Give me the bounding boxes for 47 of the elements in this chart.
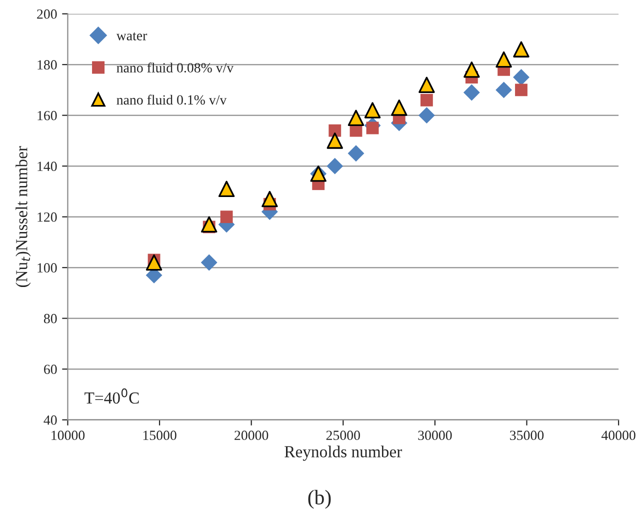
x-tick-label: 30000	[418, 430, 452, 440]
legend-label: nano fluid 0.1% v/v	[116, 94, 227, 105]
y-tick-label: 80	[44, 314, 57, 324]
point	[418, 76, 435, 93]
point	[348, 110, 364, 126]
y-tick-label: 40	[44, 415, 57, 425]
y-tick-label: 180	[38, 60, 57, 70]
y-tick-label: 160	[38, 110, 57, 120]
x-axis-title: Reynolds number	[284, 446, 402, 461]
point	[420, 94, 433, 106]
y-tick-label: 120	[38, 212, 57, 222]
point	[146, 254, 162, 271]
point	[496, 82, 512, 98]
point	[200, 216, 218, 233]
legend-label: nano fluid 0.08% v/v	[116, 62, 234, 73]
point	[326, 158, 344, 174]
point	[326, 132, 343, 149]
x-tick-label: 10000	[52, 430, 85, 440]
point	[220, 210, 233, 224]
x-tick-label: 25000	[326, 430, 360, 440]
y-tick-label: 200	[37, 9, 57, 19]
point	[200, 254, 218, 271]
point	[364, 102, 381, 118]
y-tick-label: 140	[38, 162, 57, 172]
point	[513, 41, 530, 58]
point	[464, 62, 480, 78]
annotation: T=40$^{0}$C	[84, 388, 139, 404]
point	[328, 124, 342, 137]
x-tick-label: 40000	[601, 430, 636, 440]
y-axis-title: (Nu$_{t}$)Nusselt number	[16, 146, 31, 288]
point	[463, 84, 480, 101]
point	[348, 145, 364, 162]
y-tick-label: 60	[44, 364, 57, 374]
x-tick-label: 20000	[234, 430, 268, 440]
point	[218, 180, 235, 198]
x-tick-label: 15000	[143, 430, 176, 440]
point	[418, 107, 435, 124]
point	[496, 51, 512, 68]
point	[262, 190, 278, 208]
y-tick-label: 100	[38, 263, 57, 273]
point	[515, 84, 528, 96]
point	[391, 100, 408, 116]
x-tick-label: 35000	[510, 430, 544, 440]
legend-label: water	[116, 32, 148, 40]
point	[366, 122, 379, 134]
text: (b)	[308, 490, 331, 509]
point	[513, 69, 530, 86]
